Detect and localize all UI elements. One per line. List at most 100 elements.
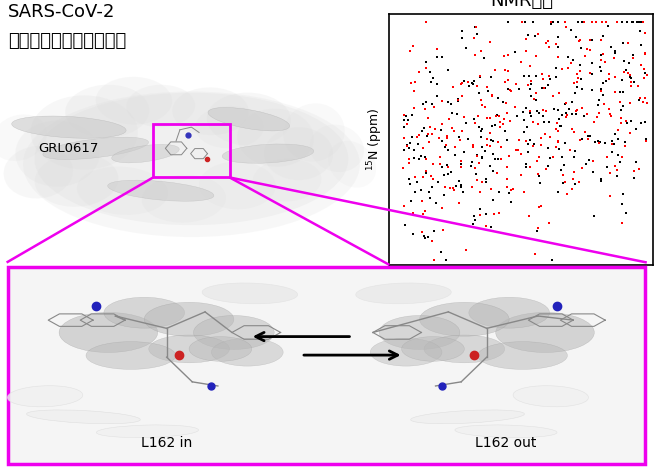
Point <box>640 69 650 77</box>
Point <box>494 113 505 120</box>
Point <box>445 184 455 192</box>
Point <box>529 140 539 148</box>
Point <box>410 188 420 196</box>
Point <box>416 127 427 135</box>
Point <box>557 153 568 161</box>
Point <box>553 33 564 40</box>
Point <box>531 107 542 114</box>
Point <box>422 233 433 241</box>
Point <box>602 153 612 160</box>
Point <box>405 79 416 87</box>
Point <box>503 51 513 59</box>
FancyBboxPatch shape <box>8 267 645 464</box>
Point <box>610 88 620 96</box>
Point <box>456 160 467 168</box>
Point <box>489 121 500 128</box>
Point <box>548 153 558 161</box>
Ellipse shape <box>104 298 185 328</box>
Point <box>401 113 412 120</box>
Point <box>401 142 412 150</box>
Point <box>584 132 595 140</box>
Point <box>416 186 426 194</box>
Point <box>562 190 572 198</box>
Point <box>409 104 419 111</box>
Point <box>573 74 583 81</box>
Point <box>401 120 412 128</box>
Point <box>412 133 422 140</box>
Point <box>564 105 574 113</box>
Point <box>559 161 570 169</box>
Point <box>617 219 628 227</box>
Point <box>443 146 453 154</box>
Point <box>553 53 564 61</box>
Point <box>640 50 651 57</box>
Point <box>611 166 622 174</box>
Ellipse shape <box>7 385 83 407</box>
Point <box>550 74 561 81</box>
Point <box>576 85 587 92</box>
Point <box>587 168 598 176</box>
Point <box>557 111 568 118</box>
Ellipse shape <box>211 338 283 366</box>
Point <box>636 18 646 26</box>
Point <box>609 140 619 148</box>
Point <box>625 71 636 79</box>
Point <box>455 80 466 88</box>
Point <box>566 26 576 34</box>
Point <box>580 128 591 136</box>
Point <box>515 150 526 158</box>
Point <box>424 194 435 201</box>
Ellipse shape <box>513 385 589 407</box>
Point <box>532 157 543 165</box>
Point <box>596 67 607 74</box>
Point <box>502 164 512 171</box>
Ellipse shape <box>478 342 568 369</box>
Point <box>485 163 496 170</box>
Point <box>612 135 623 143</box>
Point <box>422 130 433 138</box>
Point <box>443 66 453 74</box>
Point <box>500 67 510 74</box>
Point <box>642 99 652 107</box>
Point <box>442 132 453 140</box>
Point <box>594 64 605 71</box>
Point <box>474 159 484 167</box>
Point <box>511 80 521 88</box>
Point <box>534 153 544 161</box>
Point <box>467 80 478 88</box>
Point <box>529 96 539 103</box>
Ellipse shape <box>96 77 172 124</box>
Point <box>558 171 568 178</box>
Point <box>536 141 546 149</box>
Point <box>593 138 603 145</box>
Point <box>519 73 529 80</box>
Point <box>521 160 531 168</box>
Point <box>500 78 510 86</box>
Point <box>417 210 428 218</box>
Point <box>429 256 440 263</box>
Point <box>435 154 446 161</box>
Point <box>560 113 571 120</box>
Point <box>459 78 470 85</box>
Point <box>487 150 498 158</box>
Point <box>525 85 535 93</box>
Point <box>541 166 551 173</box>
Point <box>399 202 410 210</box>
Point <box>409 154 419 162</box>
Point <box>466 162 477 169</box>
Ellipse shape <box>96 425 199 438</box>
Point <box>550 143 561 151</box>
Point <box>399 134 409 142</box>
Point <box>430 125 440 133</box>
Point <box>553 127 564 135</box>
Point <box>437 164 447 171</box>
Point <box>492 94 503 102</box>
Point <box>421 58 432 65</box>
Ellipse shape <box>77 166 168 215</box>
Point <box>427 175 438 182</box>
Point <box>631 126 642 133</box>
Point <box>457 79 467 87</box>
Point <box>604 70 614 78</box>
Point <box>488 167 498 175</box>
Point <box>627 18 638 26</box>
